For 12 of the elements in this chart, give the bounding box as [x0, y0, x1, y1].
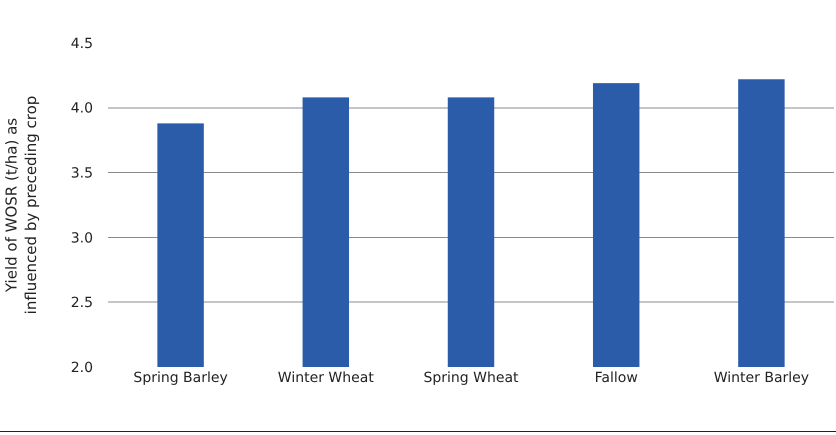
y-tick-label: 2.5 [70, 295, 93, 312]
x-tick-label: Spring Barley [133, 370, 228, 386]
y-tick-label: 3.5 [70, 166, 93, 182]
y-tick-label: 4.5 [70, 36, 93, 52]
x-tick-label: Winter Wheat [278, 370, 374, 386]
x-tick-label: Winter Barley [714, 370, 810, 386]
x-tick-label: Spring Wheat [423, 370, 520, 386]
y-axis-title: Yield of WOSR (t/ha) as influenced by preceding crop [2, 96, 40, 314]
x-tick-label: Fallow [594, 370, 638, 386]
y-tick-label: 4.0 [70, 100, 93, 117]
y-tick-label: 2.0 [70, 360, 93, 376]
y-tick-label: 3.0 [70, 230, 93, 246]
